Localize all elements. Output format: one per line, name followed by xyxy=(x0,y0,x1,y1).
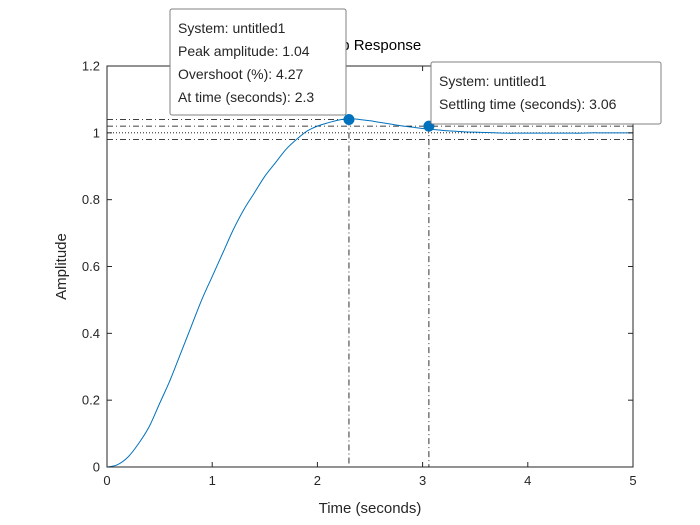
datatip-line: System: untitled1 xyxy=(439,73,547,89)
datatip-line: Overshoot (%): 4.27 xyxy=(178,66,303,82)
y-tick-label: 0.6 xyxy=(82,259,100,274)
datatip-line: At time (seconds): 2.3 xyxy=(178,89,314,105)
y-tick-label: 0 xyxy=(93,460,100,475)
y-tick-label: 1 xyxy=(93,125,100,140)
tick-labels: 0 1 2 3 4 5 0 0.2 0.4 0.6 0.8 1 1.2 xyxy=(82,59,637,489)
x-tick-label: 5 xyxy=(629,473,636,488)
datatip-line: Peak amplitude: 1.04 xyxy=(178,43,310,59)
series-line-untitled1 xyxy=(106,118,633,468)
y-axis-label: Amplitude xyxy=(53,233,70,300)
datatip-box xyxy=(169,8,347,116)
datatip-line: System: untitled1 xyxy=(178,20,286,36)
settling-datatip: System: untitled1 Settling time (seconds)… xyxy=(430,61,662,125)
y-tick-label: 1.2 xyxy=(82,59,100,74)
y-tick-label: 0.8 xyxy=(82,192,100,207)
datatips: System: untitled1 Peak amplitude: 1.04 Ove… xyxy=(169,8,662,125)
x-tick-label: 2 xyxy=(314,473,321,488)
y-tick-label: 0.4 xyxy=(82,326,100,341)
x-tick-label: 1 xyxy=(209,473,216,488)
x-axis-label: Time (seconds) xyxy=(319,500,422,517)
datatip-line: Settling time (seconds): 3.06 xyxy=(439,96,617,112)
x-tick-label: 4 xyxy=(524,473,531,488)
y-tick-label: 0.2 xyxy=(82,393,100,408)
peak-marker[interactable] xyxy=(343,113,355,125)
datatip-box xyxy=(430,61,662,125)
peak-datatip: System: untitled1 Peak amplitude: 1.04 Ove… xyxy=(169,8,347,116)
x-tick-label: 3 xyxy=(419,473,426,488)
x-tick-label: 0 xyxy=(103,473,110,488)
